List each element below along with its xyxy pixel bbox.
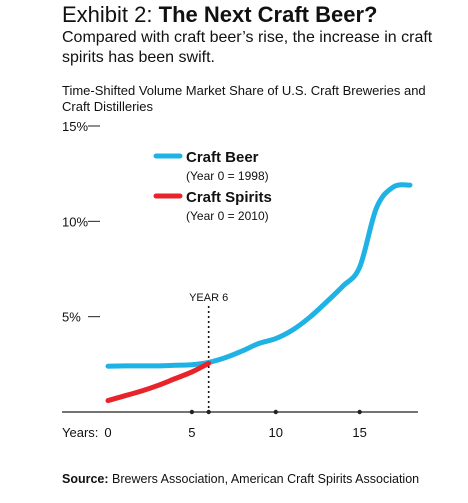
craft-spirits-line — [105, 360, 212, 404]
chart-title: Time-Shifted Volume Market Share of U.S.… — [62, 83, 426, 114]
x-tick-dot — [273, 409, 278, 415]
year-6-tick-dot — [206, 409, 211, 415]
legend-craft-beer-note: (Year 0 = 1998) — [186, 169, 269, 183]
legend-craft-spirits-note: (Year 0 = 2010) — [186, 209, 269, 223]
x-tick-label: 0 — [104, 425, 111, 440]
x-tick-label: 10 — [269, 425, 283, 440]
exhibit-label: Exhibit 2: — [62, 2, 153, 27]
exhibit-headline: The Next Craft Beer? — [158, 2, 378, 27]
x-tick-label: 5 — [188, 425, 195, 440]
y-tick-label: 10% — [62, 214, 88, 229]
source-label: Source: — [62, 472, 109, 486]
year-6-marker-label: YEAR 6 — [189, 292, 228, 304]
x-axis-label: Years: — [62, 425, 98, 440]
legend-craft-spirits-label: Craft Spirits — [186, 189, 272, 206]
craft-beer-line — [105, 182, 413, 369]
exhibit-title: Exhibit 2: The Next Craft Beer? — [62, 2, 377, 28]
exhibit-subtitle: Compared with craft beer’s rise, the inc… — [62, 29, 433, 66]
x-tick-dot — [357, 409, 362, 415]
source-text: Brewers Association, American Craft Spir… — [112, 472, 420, 486]
x-tick-dot — [189, 409, 195, 415]
y-tick-label: 15% — [62, 119, 88, 134]
y-tick-label: 5% — [62, 310, 81, 325]
x-tick-label: 15 — [352, 425, 366, 440]
source-note: Source: Brewers Association, American Cr… — [62, 471, 462, 487]
legend-craft-beer-label: Craft Beer — [186, 149, 259, 166]
